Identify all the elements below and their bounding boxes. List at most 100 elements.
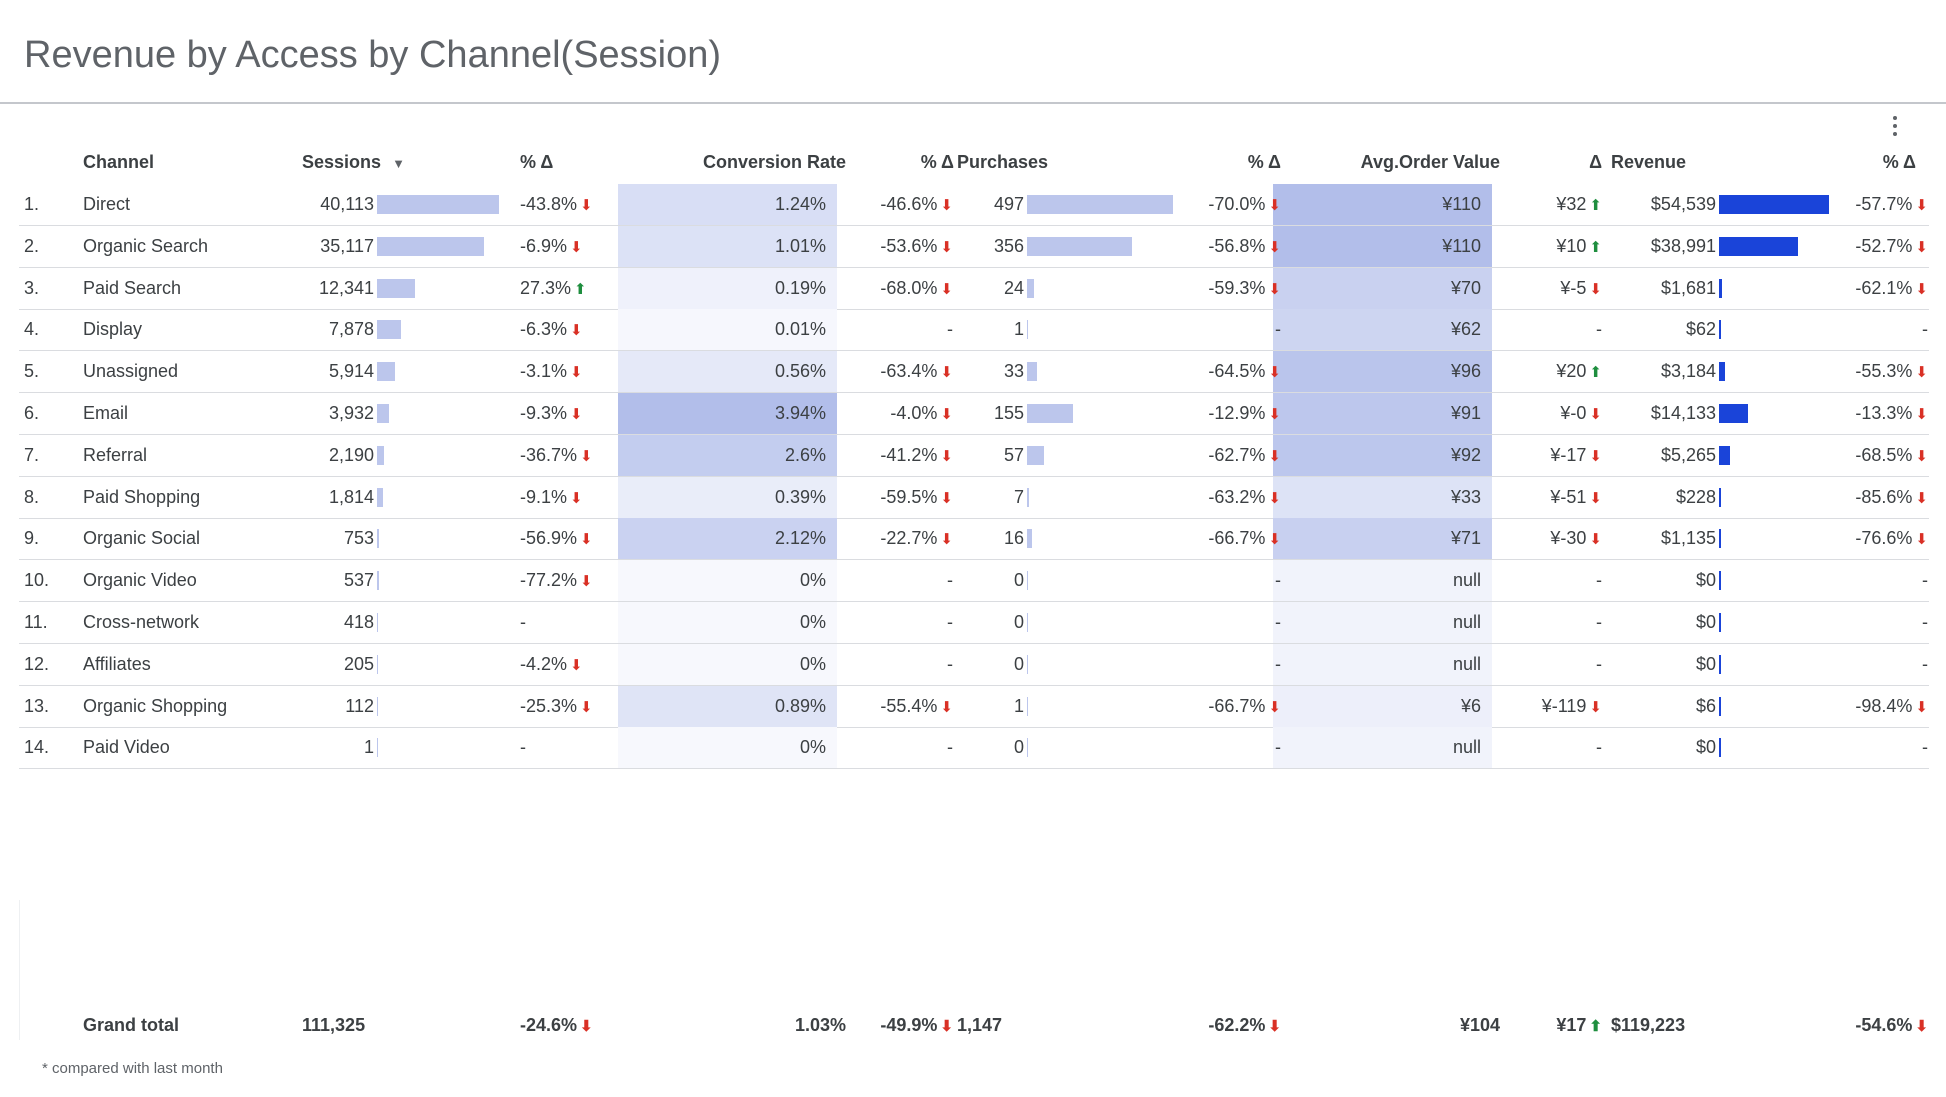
- table-row[interactable]: 1. Direct 40,113 -43.8% ⬇ 1.24% -46.6% ⬇ 497 -70.…: [19, 184, 1929, 226]
- table-row[interactable]: 11. Cross-network 418 - 0% - 0 - null - $0 -: [19, 602, 1929, 644]
- sessions-pct-value: 27.3%: [520, 277, 572, 298]
- header-sessions-pct[interactable]: % Δ: [520, 152, 554, 172]
- arrow-down-icon: ⬇: [1915, 406, 1928, 423]
- aov-value: ¥96: [1450, 361, 1481, 382]
- revenue-pct-value: -13.3%: [1855, 403, 1913, 423]
- header-purchases-pct[interactable]: % Δ: [1247, 152, 1281, 172]
- aov-value: ¥70: [1450, 277, 1481, 298]
- sessions-pct-value: -: [520, 737, 526, 758]
- aov-delta-value: ¥-17: [1550, 444, 1587, 465]
- channel-name: Direct: [83, 194, 131, 214]
- purchases-pct-value: -: [1275, 319, 1281, 340]
- sessions-pct: -9.1% ⬇: [520, 477, 583, 518]
- purchases-value: 1: [1013, 319, 1024, 340]
- revenue-value: $1,135: [1660, 528, 1716, 549]
- conversion-rate-value: 0.19%: [774, 277, 826, 298]
- sessions-pct-value: -25.3%: [520, 695, 578, 716]
- aov-heat: [1273, 476, 1492, 518]
- aov-delta-value: ¥-119: [1541, 695, 1587, 716]
- aov-heat: [1273, 184, 1492, 225]
- sort-desc-icon[interactable]: ▼: [392, 156, 405, 171]
- purchases-bar: [1027, 654, 1028, 674]
- arrow-down-icon: ⬇: [1915, 447, 1928, 465]
- aov-delta-value: ¥32: [1556, 194, 1587, 214]
- header-revenue-pct[interactable]: % Δ: [1882, 152, 1916, 172]
- arrow-down-icon: ⬇: [1915, 1018, 1928, 1035]
- purchases-value: 0: [1013, 570, 1024, 591]
- conversion-rate-heat: [618, 643, 837, 685]
- arrow-down-icon: ⬇: [1268, 447, 1281, 465]
- sessions-bar: [377, 487, 383, 507]
- arrow-down-icon: ⬇: [1915, 238, 1928, 256]
- sessions-pct: -36.7% ⬇: [520, 435, 593, 476]
- conversion-rate-heat: [618, 685, 837, 727]
- more-vert-icon[interactable]: [1886, 112, 1904, 140]
- header-conversion-rate[interactable]: Conversion Rate: [702, 152, 846, 172]
- purchases-pct-value: -66.7%: [1208, 695, 1266, 716]
- table-row[interactable]: 6. Email 3,932 -9.3% ⬇ 3.94% -4.0% ⬇ 155 -12.9% ⬇ ¥…: [19, 393, 1929, 435]
- table-row[interactable]: 4. Display 7,878 -6.3% ⬇ 0.01% - 1 - ¥62 - $62 -: [19, 309, 1929, 352]
- aov-heat: [1273, 602, 1492, 643]
- purchases-value: 7: [1013, 486, 1024, 507]
- row-index: 13.: [24, 695, 50, 716]
- aov-delta-value: ¥-30: [1550, 528, 1587, 549]
- header-channel[interactable]: Channel: [83, 152, 155, 172]
- table-row[interactable]: 2. Organic Search 35,117 -6.9% ⬇ 1.01% -53.6% ⬇…: [19, 225, 1929, 268]
- table-row[interactable]: 12. Affiliates 205 -4.2% ⬇ 0% - 0 - null - $0 -: [19, 643, 1929, 686]
- table-row[interactable]: 14. Paid Video 1 - 0% - 0 - null - $0 -: [19, 727, 1929, 770]
- aov-delta-value: -: [1596, 653, 1602, 674]
- aov-delta-value: ¥10: [1556, 235, 1587, 256]
- arrow-down-icon: ⬇: [940, 280, 953, 298]
- header-aov-delta[interactable]: Δ: [1589, 152, 1602, 172]
- aov-delta: ¥-5 ⬇: [1519, 268, 1602, 309]
- revenue-bar: [1719, 236, 1798, 256]
- purchases-pct: -: [1169, 644, 1281, 685]
- arrow-down-icon: ⬇: [580, 531, 593, 549]
- conversion-rate-heat: [618, 351, 837, 393]
- conversion-pct-value: -4.0%: [890, 403, 938, 423]
- conversion-pct-value: -: [947, 737, 953, 758]
- revenue-pct-value: -57.7%: [1855, 194, 1913, 214]
- conversion-pct-value: -: [947, 653, 953, 674]
- table-row[interactable]: 9. Organic Social 753 -56.9% ⬇ 2.12% -22.7% ⬇ 16…: [19, 518, 1929, 561]
- sessions-pct: -3.1% ⬇: [520, 351, 583, 392]
- revenue-value: $0: [1695, 737, 1716, 758]
- arrow-down-icon: ⬇: [580, 573, 593, 591]
- revenue-value: $62: [1685, 319, 1716, 340]
- aov-delta: -: [1519, 644, 1602, 685]
- total-revenue-pct: -54.6% ⬇: [1819, 1005, 1928, 1046]
- revenue-bar: [1719, 654, 1721, 674]
- aov-delta: ¥-17 ⬇: [1519, 435, 1602, 476]
- header-purchases[interactable]: Purchases: [957, 152, 1049, 172]
- table-row[interactable]: 8. Paid Shopping 1,814 -9.1% ⬇ 0.39% -59.5% ⬇ 7-…: [19, 476, 1929, 519]
- aov-delta: ¥32 ⬆: [1519, 184, 1602, 225]
- conversion-rate-value: 1.24%: [774, 194, 826, 214]
- purchases-pct-value: -: [1275, 653, 1281, 674]
- header-revenue[interactable]: Revenue: [1611, 152, 1687, 172]
- conversion-rate-heat: [618, 434, 837, 476]
- sessions-value: 3,932: [328, 403, 374, 423]
- header-conversion-pct[interactable]: % Δ: [920, 152, 954, 172]
- revenue-bar: [1719, 320, 1721, 340]
- conversion-rate-value: 0%: [799, 570, 826, 591]
- scroll-track: [19, 900, 20, 1040]
- revenue-pct: -85.6% ⬇: [1819, 477, 1928, 518]
- header-aov[interactable]: Avg.Order Value: [1360, 152, 1500, 172]
- total-revenue-pct-value: -54.6%: [1855, 1015, 1913, 1035]
- purchases-bar: [1027, 696, 1028, 716]
- table-row[interactable]: 13. Organic Shopping 112 -25.3% ⬇ 0.89% -55.4%…: [19, 685, 1929, 728]
- arrow-down-icon: ⬇: [940, 197, 953, 214]
- conversion-rate-heat: [618, 727, 837, 769]
- sessions-value: 35,117: [320, 235, 374, 256]
- revenue-bar: [1719, 445, 1730, 465]
- row-index: 5.: [24, 361, 40, 382]
- channel-name: Organic Video: [83, 570, 197, 591]
- conversion-pct-value: -22.7%: [880, 528, 938, 549]
- table-row[interactable]: 3. Paid Search 12,341 27.3% ⬆ 0.19% -68.0% ⬇ 24-…: [19, 267, 1929, 310]
- arrow-down-icon: ⬇: [1915, 489, 1928, 507]
- header-sessions[interactable]: Sessions ▼: [302, 140, 405, 184]
- table-row[interactable]: 5. Unassigned 5,914 -3.1% ⬇ 0.56% -63.4% ⬇ 33 -64…: [19, 351, 1929, 394]
- sessions-pct-value: -9.1%: [520, 486, 568, 507]
- table-row[interactable]: 10. Organic Video 537 -77.2% ⬇ 0% - 0 - null - $0 -: [19, 560, 1929, 603]
- table-row[interactable]: 7. Referral 2,190 -36.7% ⬇ 2.6% -41.2% ⬇ 57 -62.7…: [19, 434, 1929, 477]
